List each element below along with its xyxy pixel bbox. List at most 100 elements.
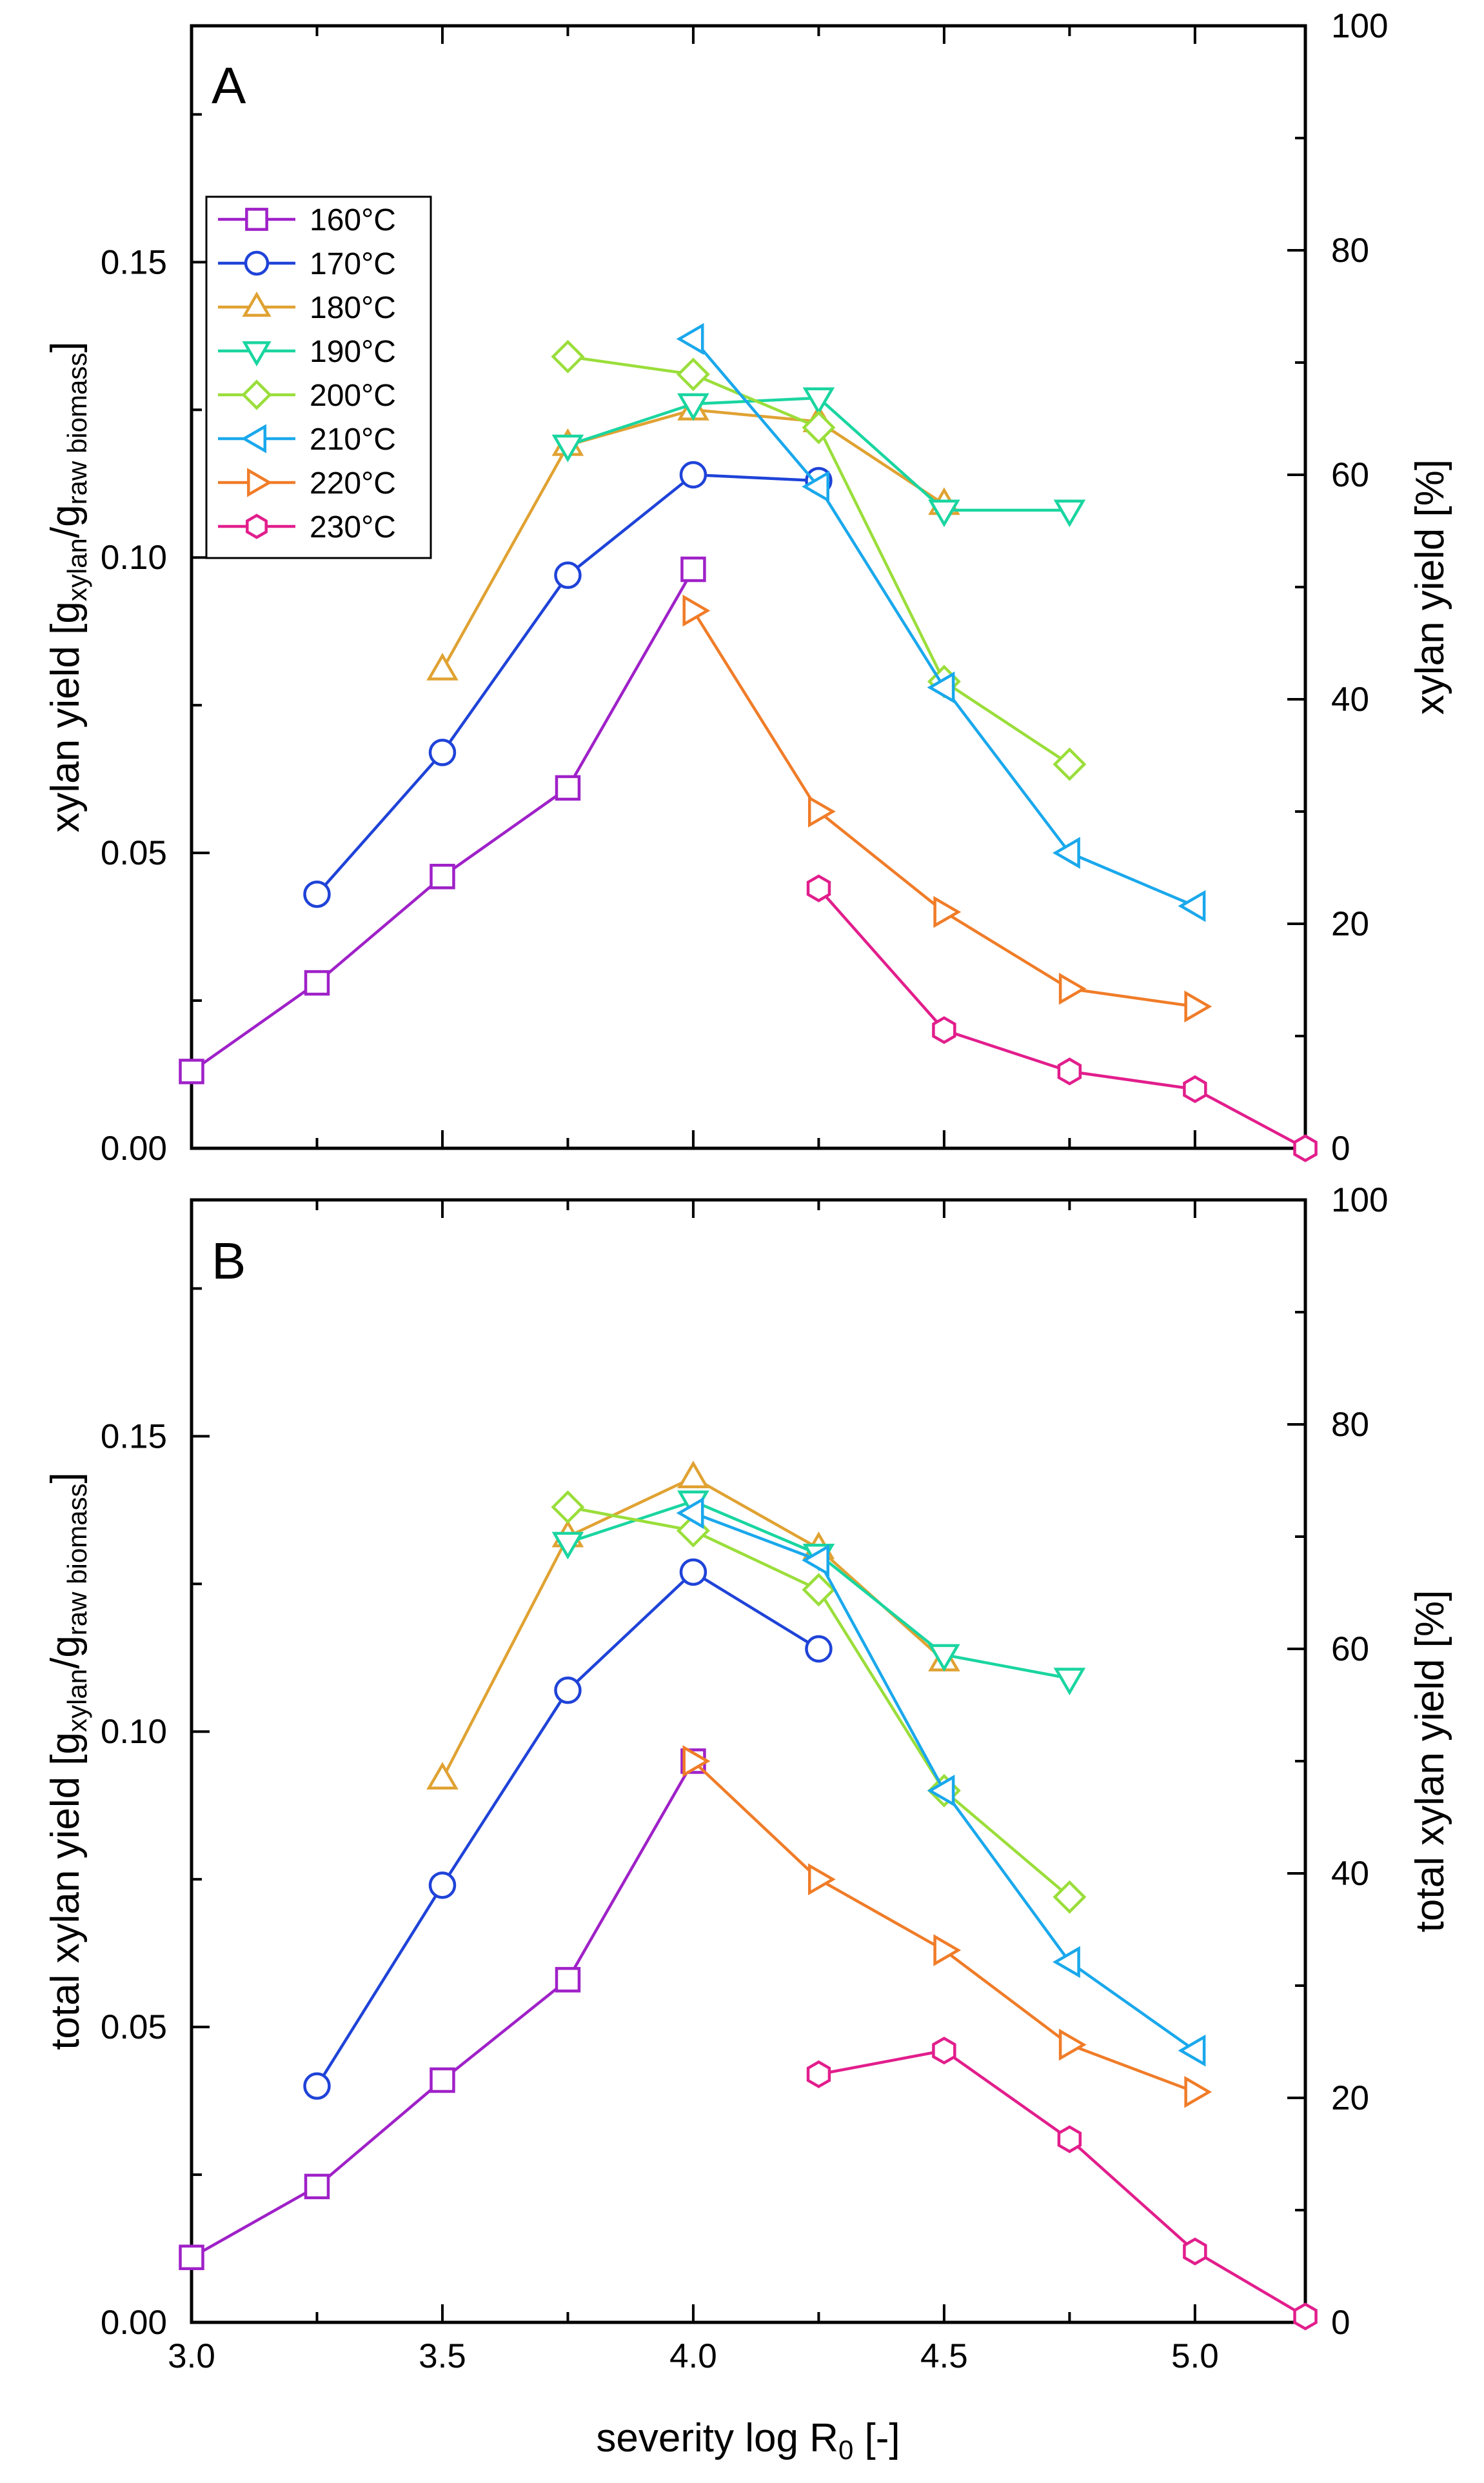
x-axis-label: severity log R0 [-] bbox=[596, 2416, 900, 2465]
panel-a-series-220-c-point bbox=[682, 594, 711, 627]
panel-b-series-220-c-point bbox=[807, 1863, 836, 1896]
panel-b-y2-axis-label: total xylan yield [%] bbox=[1408, 1590, 1452, 1933]
panel-a-series-210-c-point bbox=[927, 671, 955, 704]
panel-b-ylabel-main: total xylan yield [g bbox=[43, 1732, 88, 2050]
panel-b-series-210-c-point bbox=[1053, 1946, 1080, 1979]
panel-b-series-160-c-point bbox=[304, 2173, 330, 2200]
panel-a-series-160-c-point bbox=[680, 556, 706, 583]
panel-b-y-tick-label: 0.10 bbox=[101, 1713, 167, 1751]
panel-b-ylabel-end: ] bbox=[43, 1472, 88, 1483]
legend-entry-220-c-label: 220°C bbox=[310, 466, 396, 501]
panel-b-series-170-c-point bbox=[679, 1558, 707, 1586]
legend: 160°C 170°C 180°C 190°C 200°C 210°C 220°C 230°C bbox=[205, 195, 432, 559]
panel-b-series-200-c-point bbox=[802, 1573, 836, 1607]
panel-b-y2-tick-label: 40 bbox=[1331, 1855, 1369, 1893]
panel-a-series-200-c bbox=[551, 339, 1087, 781]
panel-a-series-160-c-point bbox=[179, 1059, 204, 1084]
legend-entry-210-c: 210°C bbox=[218, 423, 396, 457]
panel-b-series-230-c-point bbox=[1057, 2125, 1082, 2153]
panel-b-series-230-c-point bbox=[806, 2060, 831, 2088]
legend-entry-200-c-marker bbox=[241, 379, 272, 410]
panel-b-series-200-c-point bbox=[551, 1490, 585, 1524]
panel-b-series-170-c-point bbox=[805, 1635, 833, 1663]
legend-items: 160°C 170°C 180°C 190°C 200°C 210°C 220°C 230°C bbox=[218, 203, 396, 544]
panel-b-series-220-c bbox=[682, 1745, 1212, 2108]
panel-a-series-190-c-point bbox=[1053, 499, 1086, 528]
panel-b-series-230-c bbox=[806, 2037, 1318, 2331]
panel-a-series-210-c-point bbox=[1053, 837, 1080, 869]
panel-b-series-180-c-point bbox=[677, 1461, 709, 1488]
panel-b-y-tick-label: 0.00 bbox=[101, 2304, 167, 2342]
legend-entry-230-c-marker bbox=[246, 514, 268, 539]
legend-entry-210-c-marker bbox=[241, 424, 267, 454]
panel-a-y-axis-label: xylan yield [gxylan/graw biomass] bbox=[43, 341, 92, 832]
panel-a-series-160-c-point bbox=[430, 864, 455, 890]
panel-b-series-180-c-point bbox=[426, 1762, 459, 1790]
panel-b-series-160-c-point bbox=[430, 2067, 455, 2093]
panel-a-series-210-c-point bbox=[1178, 890, 1206, 922]
panel-a-series-230-c-point bbox=[1057, 1057, 1082, 1086]
legend-entry-180-c: 180°C bbox=[218, 291, 396, 325]
panel-a-y-tick-label: 0.05 bbox=[101, 834, 167, 872]
panel-b-series-210-c-point bbox=[802, 1544, 829, 1577]
legend-entry-180-c-marker bbox=[242, 291, 272, 317]
panel-a-series-200-c-point bbox=[551, 339, 585, 374]
legend-entry-160-c-label: 160°C bbox=[310, 203, 396, 237]
panel-a-series-190-c-point bbox=[551, 434, 584, 463]
legend-entry-190-c: 190°C bbox=[218, 335, 396, 369]
panel-b-series-210-c bbox=[676, 1497, 1206, 2067]
panel-b-series-190-c-point bbox=[928, 1644, 960, 1672]
panel-a-series-190-c-point bbox=[677, 393, 709, 421]
legend-entry-210-c-label: 210°C bbox=[310, 423, 396, 457]
panel-a-y2-tick-label: 0 bbox=[1331, 1130, 1350, 1168]
panel-a-y2-tick-label: 20 bbox=[1331, 905, 1369, 943]
panel-b-series-230-c-point bbox=[1293, 2302, 1318, 2331]
legend-entry-220-c: 220°C bbox=[218, 466, 396, 501]
legend-entry-200-c-label: 200°C bbox=[310, 379, 396, 413]
panel-b-y2-tick-label: 100 bbox=[1331, 1181, 1388, 1219]
panel-a-y2-axis-label: xylan yield [%] bbox=[1408, 459, 1452, 715]
panel-a-series-220-c-point bbox=[933, 895, 962, 928]
panel-a-ylabel-sub1: xylan bbox=[62, 538, 92, 601]
panel-b-series-210-c-point bbox=[927, 1774, 955, 1807]
panel-b-x-tick-label: 4.0 bbox=[669, 2337, 717, 2375]
panel-a-series bbox=[179, 323, 1318, 1162]
panel-b-label: B bbox=[212, 1232, 246, 1290]
legend-entry-190-c-label: 190°C bbox=[310, 335, 396, 369]
panel-a-series-200-c-point bbox=[1053, 747, 1087, 781]
panel-a-series-170-c-point bbox=[679, 461, 707, 489]
panel-b-y2-tick-label: 0 bbox=[1331, 2304, 1350, 2342]
panel-a-series-210-c-point bbox=[802, 470, 829, 503]
panel-a-ticks: 0.00 0.05 0.10 0.15 0 20 40 60 80 100 bbox=[101, 7, 1389, 1168]
panel-a-series-210-c bbox=[676, 323, 1206, 922]
panel-a: A 0.00 0.05 0.10 0.15 0 20 40 60 80 100 xylan yie… bbox=[43, 7, 1452, 1168]
panel-a-series-190-c-point bbox=[928, 499, 960, 528]
legend-entry-170-c-marker bbox=[244, 250, 270, 276]
panel-a-series-230-c bbox=[806, 874, 1318, 1162]
legend-entry-220-c-marker bbox=[247, 468, 273, 497]
panel-a-series-230-c-point bbox=[1183, 1075, 1207, 1103]
panel-b-y-tick-label: 0.15 bbox=[101, 1417, 167, 1455]
panel-a-y2-tick-label: 60 bbox=[1331, 456, 1369, 494]
panel-a-series-170-c-point bbox=[428, 739, 457, 766]
panel-b-series bbox=[179, 1461, 1318, 2331]
panel-b-series-200-c-point bbox=[1053, 1880, 1087, 1914]
panel-b-series-220-c-point bbox=[1058, 2028, 1087, 2061]
panel-a-series-170-c-point bbox=[303, 880, 331, 908]
panel-b-x-tick-label: 3.5 bbox=[419, 2337, 466, 2375]
panel-b-series-220-c-point bbox=[682, 1745, 711, 1777]
legend-entry-190-c-marker bbox=[242, 341, 272, 366]
panel-b-series-170-c-point bbox=[428, 1871, 457, 1899]
panel-b-ylabel-mid: /g bbox=[43, 1635, 88, 1669]
panel-a-series-160-c-point bbox=[304, 970, 330, 996]
panel-a-series-220-c bbox=[682, 594, 1212, 1023]
legend-entry-200-c: 200°C bbox=[218, 379, 396, 413]
legend-entry-180-c-label: 180°C bbox=[310, 291, 396, 325]
panel-b-series-210-c-point bbox=[676, 1497, 704, 1530]
xlabel-sub: 0 bbox=[838, 2435, 853, 2465]
panel-a-series-170-c-point bbox=[554, 561, 582, 589]
panel-a-series-220-c-point bbox=[807, 795, 836, 828]
panel-a-y-tick-label: 0.10 bbox=[101, 539, 167, 577]
panel-a-y2-tick-label: 80 bbox=[1331, 232, 1369, 270]
